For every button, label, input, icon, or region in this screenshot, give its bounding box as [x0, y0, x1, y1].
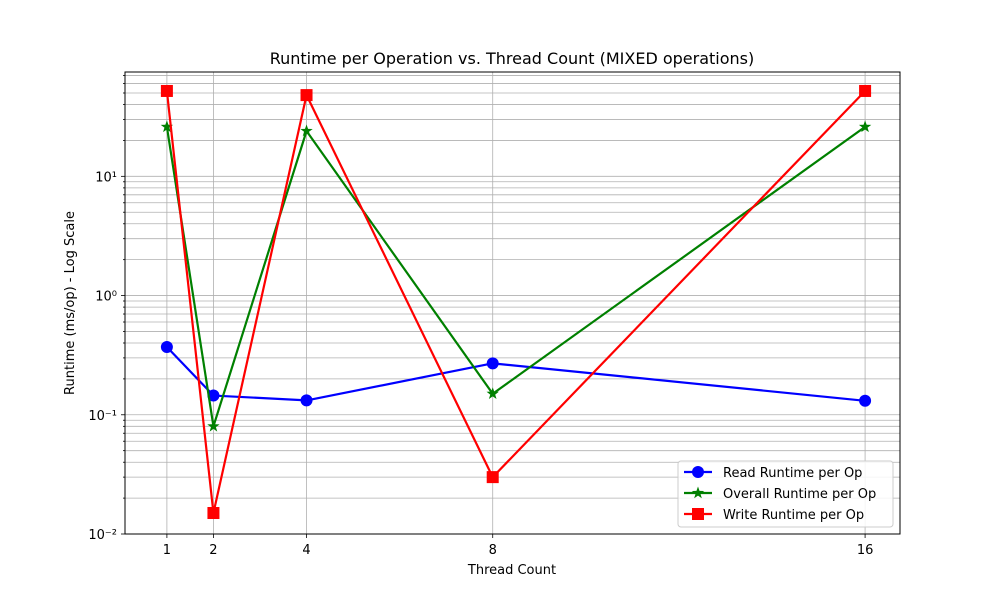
series-line	[165, 90, 866, 515]
x-tick-label: 4	[302, 543, 310, 558]
data-point	[207, 389, 220, 402]
chart-title: Runtime per Operation vs. Thread Count (…	[270, 49, 755, 68]
legend-marker	[691, 486, 705, 499]
y-tick-label: 10⁰	[95, 290, 117, 305]
data-point	[207, 507, 220, 520]
series-group	[160, 84, 872, 520]
data-point	[160, 120, 174, 133]
x-tick-label: 1	[163, 543, 171, 558]
data-point	[160, 341, 173, 354]
x-axis-label: Thread Count	[467, 563, 556, 578]
series-1	[160, 120, 872, 432]
legend: Read Runtime per Op Overall Runtime per O…	[677, 460, 894, 528]
data-point	[486, 387, 499, 400]
x-tick-label: 2	[209, 543, 217, 558]
series-2	[160, 84, 872, 520]
data-point	[207, 419, 220, 432]
series-line	[166, 346, 866, 402]
plot-frame	[124, 71, 901, 535]
x-tick-label: 8	[489, 543, 497, 558]
data-point	[486, 357, 499, 370]
data-point	[858, 120, 872, 133]
data-point	[859, 394, 872, 407]
data-point	[300, 89, 313, 102]
y-tick-label: 10¹	[95, 170, 117, 185]
data-point	[300, 124, 313, 137]
y-axis-label: Runtime (ms/op) - Log Scale	[63, 211, 78, 395]
y-tick-label: 10⁻¹	[88, 409, 117, 424]
legend-label: Write Runtime per Op	[723, 508, 864, 523]
data-point	[160, 84, 173, 97]
series-line	[165, 125, 866, 428]
data-point	[859, 84, 872, 97]
legend-label: Overall Runtime per Op	[723, 487, 876, 502]
axis-ticks: 10⁻² 10⁻¹ 10⁰ 10¹ 1 2 4 8 16	[88, 75, 874, 558]
y-tick-label: 10⁻²	[88, 528, 117, 543]
data-point	[486, 471, 499, 484]
legend-box	[677, 460, 894, 528]
legend-marker	[692, 466, 704, 478]
data-point	[300, 394, 313, 407]
x-tick-label: 16	[857, 543, 874, 558]
series-0	[160, 341, 872, 407]
legend-marker	[692, 508, 704, 520]
legend-label: Read Runtime per Op	[723, 466, 862, 481]
